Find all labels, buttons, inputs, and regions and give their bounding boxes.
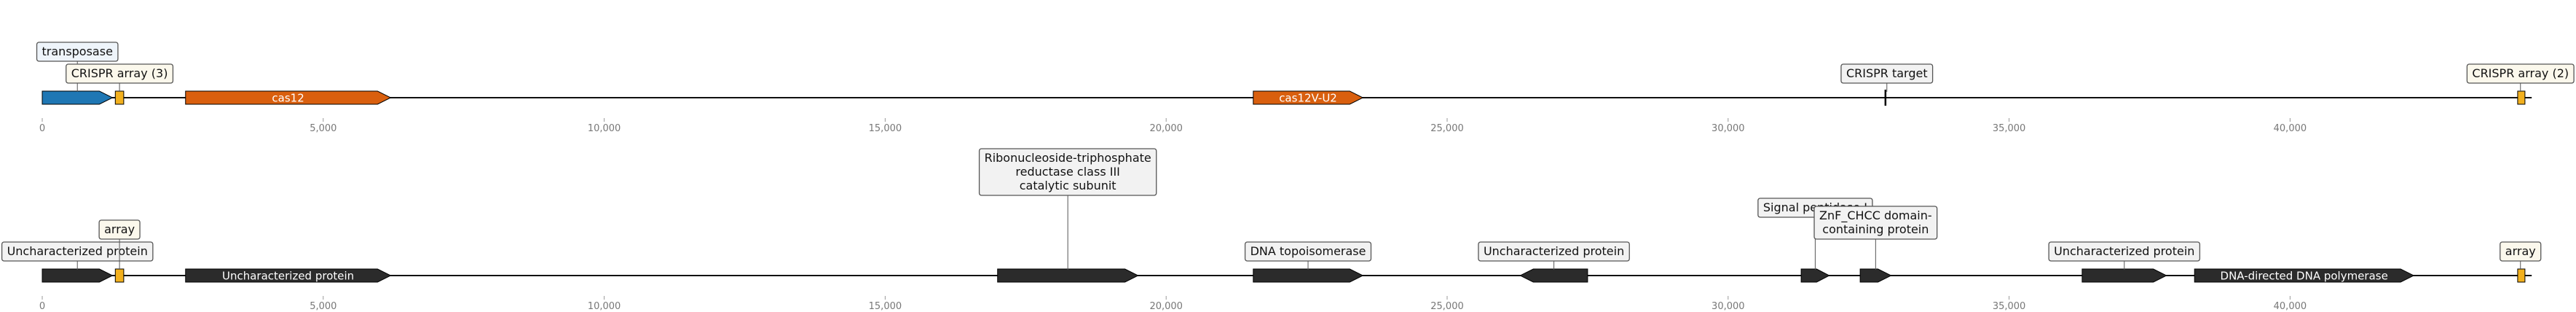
callout-box bbox=[2048, 241, 2201, 262]
feature-gene[interactable]: Uncharacterized protein bbox=[1478, 241, 1630, 283]
axis-tick-label: 15,000 bbox=[869, 123, 902, 134]
feature-gene[interactable]: Uncharacterized protein bbox=[185, 268, 392, 283]
callout-label-line: ZnF_CHCC domain- bbox=[1819, 208, 1932, 223]
track-1: 0 5,000 10,000 15,000 20,000 25,000 30,000 35,0… bbox=[36, 42, 2575, 134]
gene-label: cas12V-U2 bbox=[1279, 92, 1337, 105]
feature-target[interactable]: CRISPR target bbox=[1840, 63, 1934, 106]
axis-tick-label: 0 bbox=[39, 123, 45, 134]
feature-gene[interactable]: DNA-directed DNA polymerase bbox=[2194, 268, 2415, 283]
callout-box bbox=[1813, 206, 1938, 240]
axis-tick-label: 35,000 bbox=[1993, 123, 2026, 134]
axis-tick-label: 10,000 bbox=[588, 123, 621, 134]
callout-label: Uncharacterized protein bbox=[1484, 244, 1624, 258]
callout-label-line: Ribonucleoside-triphosphate bbox=[985, 151, 1151, 165]
gene-arrow[interactable] bbox=[42, 268, 114, 283]
gene-label: Uncharacterized protein bbox=[222, 270, 354, 283]
callout-box bbox=[2500, 241, 2542, 262]
feature-gene[interactable]: cas12 bbox=[185, 90, 392, 105]
gene-arrow[interactable] bbox=[185, 268, 392, 283]
crispr-array-block[interactable] bbox=[2517, 90, 2526, 105]
axis-tick-label: 40,000 bbox=[2274, 301, 2307, 312]
axis-tick-label: 20,000 bbox=[1149, 123, 1183, 134]
feature-array[interactable]: CRISPR array (3) bbox=[66, 63, 174, 105]
callout-label: array bbox=[104, 222, 135, 236]
callout-label: array bbox=[2505, 244, 2536, 258]
gene-arrow[interactable] bbox=[1253, 90, 1364, 105]
axis-tick-label: 10,000 bbox=[588, 301, 621, 312]
axis-tick-label: 0 bbox=[39, 301, 45, 312]
axis-tick-label: 25,000 bbox=[1430, 123, 1464, 134]
axis-tick-label: 30,000 bbox=[1712, 301, 1745, 312]
gene-label: DNA-directed DNA polymerase bbox=[2221, 270, 2388, 283]
crispr-array-block[interactable] bbox=[114, 268, 125, 283]
axis-tick-label: 35,000 bbox=[1993, 301, 2026, 312]
callout-label-line: reductase class III bbox=[1015, 165, 1119, 179]
axis-tick-label: 15,000 bbox=[869, 301, 902, 312]
gene-arrow[interactable] bbox=[2081, 268, 2167, 283]
callout-box bbox=[1840, 63, 1934, 84]
feature-array[interactable]: array bbox=[2500, 241, 2542, 283]
callout-label: Uncharacterized protein bbox=[7, 244, 148, 258]
gene-arrow[interactable] bbox=[42, 90, 114, 105]
callout-box bbox=[66, 63, 174, 84]
axis-tick-label: 25,000 bbox=[1430, 301, 1464, 312]
feature-gene[interactable]: ZnF_CHCC domain-containing protein bbox=[1813, 206, 1938, 283]
axis-tick-label: 20,000 bbox=[1149, 301, 1183, 312]
crispr-array-block[interactable] bbox=[2517, 268, 2526, 283]
feature-gene[interactable]: Uncharacterized protein bbox=[1, 241, 154, 283]
gene-arrow[interactable] bbox=[1859, 268, 1892, 283]
gene-arrow[interactable] bbox=[1800, 268, 1830, 283]
gene-arrow[interactable] bbox=[185, 90, 392, 105]
callout-box bbox=[98, 219, 141, 240]
gene-arrow[interactable] bbox=[1253, 268, 1364, 283]
feature-gene[interactable]: cas12V-U2 bbox=[1253, 90, 1364, 105]
axis-tick-label: 5,000 bbox=[310, 301, 336, 312]
callout-label: Uncharacterized protein bbox=[2054, 244, 2194, 258]
crispr-array-block[interactable] bbox=[114, 90, 125, 105]
callout-box bbox=[1478, 241, 1630, 262]
axis-tick-label: 30,000 bbox=[1712, 123, 1745, 134]
callout-box bbox=[36, 42, 119, 62]
feature-array[interactable]: array bbox=[98, 219, 141, 283]
gene-label: cas12 bbox=[272, 92, 304, 105]
callout-label: CRISPR array (2) bbox=[2472, 66, 2569, 80]
axis-tick-label: 40,000 bbox=[2274, 123, 2307, 134]
callout-box bbox=[978, 148, 1157, 196]
callout-label-line: containing protein bbox=[1822, 222, 1929, 236]
feature-gene[interactable]: DNA topoisomerase bbox=[1244, 241, 1372, 283]
feature-gene[interactable]: Uncharacterized protein bbox=[2048, 241, 2201, 283]
gene-arrow[interactable] bbox=[997, 268, 1139, 283]
callout-box bbox=[2466, 63, 2575, 84]
callout-label: transposase bbox=[42, 44, 113, 58]
callout-label-line: catalytic subunit bbox=[1020, 179, 1116, 192]
callout-label: DNA topoisomerase bbox=[1250, 244, 1366, 258]
callout-label: CRISPR target bbox=[1846, 66, 1928, 80]
axis-tick-label: 5,000 bbox=[310, 123, 336, 134]
feature-gene[interactable]: transposase bbox=[36, 42, 119, 105]
callout-label: CRISPR array (3) bbox=[71, 66, 168, 80]
gene-arrow[interactable] bbox=[2194, 268, 2415, 283]
callout-box bbox=[1244, 241, 1372, 262]
gene-arrow[interactable] bbox=[1519, 268, 1588, 283]
callout-box bbox=[1, 241, 154, 262]
track-2: 0 5,000 10,000 15,000 20,000 25,000 30,000 35,0… bbox=[1, 148, 2542, 312]
feature-array[interactable]: CRISPR array (2) bbox=[2466, 63, 2575, 105]
